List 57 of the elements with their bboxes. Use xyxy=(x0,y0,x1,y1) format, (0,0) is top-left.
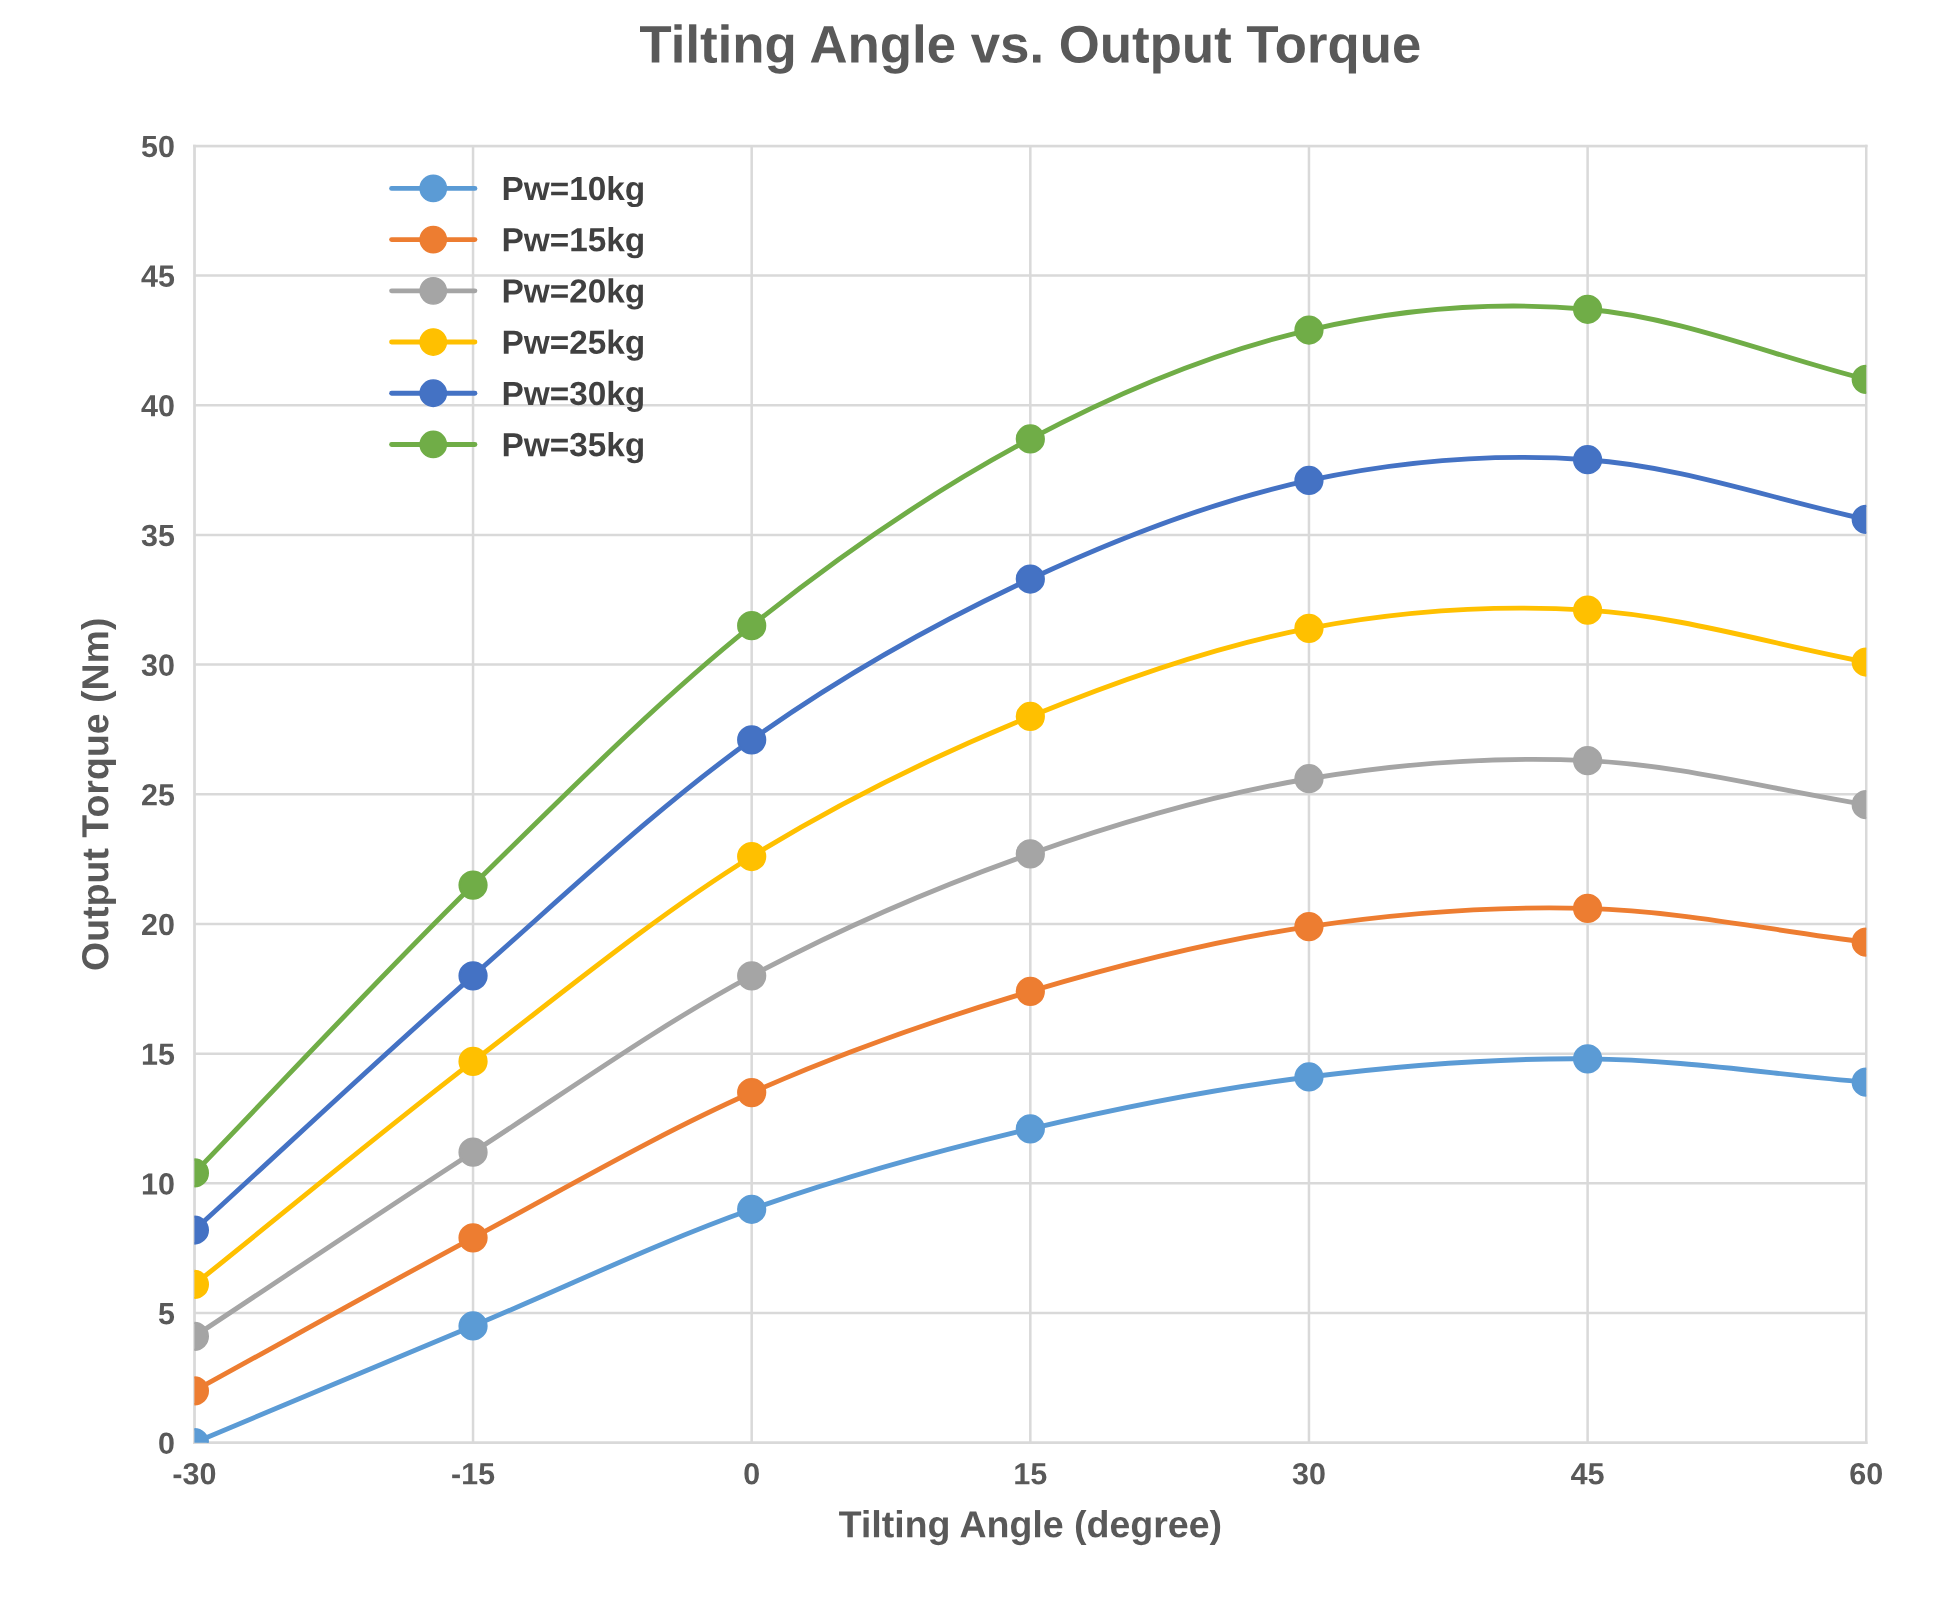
y-tick-label: 30 xyxy=(141,654,174,677)
y-tick-label: 10 xyxy=(142,1173,174,1195)
y-tick-label: 20 xyxy=(142,913,174,936)
point xyxy=(1572,294,1603,324)
chart-title: Tilting Angle vs. Output Torque xyxy=(640,24,1420,74)
x-tick-label: 0 xyxy=(744,1462,759,1485)
point xyxy=(458,1137,488,1167)
point xyxy=(1015,701,1045,732)
legend-label: Pw=30kg xyxy=(503,380,643,412)
point xyxy=(737,841,767,872)
point xyxy=(1294,1062,1324,1092)
point xyxy=(737,1077,767,1108)
point xyxy=(1294,911,1324,942)
point xyxy=(1572,595,1603,625)
point xyxy=(1294,465,1324,496)
y-tick-label: 15 xyxy=(142,1043,175,1066)
point xyxy=(737,1194,767,1224)
point xyxy=(737,961,767,991)
point xyxy=(1294,613,1324,643)
y-tick-label: 40 xyxy=(141,394,174,417)
point xyxy=(1015,424,1045,454)
point xyxy=(1572,445,1603,475)
x-axis-title: Tilting Angle (degree) xyxy=(839,1510,1221,1546)
legend-label: Pw=25kg xyxy=(503,329,643,361)
x-tick-label: 45 xyxy=(1571,1463,1604,1485)
point xyxy=(737,611,767,641)
x-tick-label: 30 xyxy=(1292,1462,1325,1485)
x-tick-label: 15 xyxy=(1015,1463,1047,1485)
y-tick-label: 50 xyxy=(141,135,174,158)
legend-label: Pw=35kg xyxy=(503,431,643,464)
point xyxy=(1015,1114,1045,1144)
point xyxy=(1294,764,1324,794)
legend-label: Pw=10kg xyxy=(503,175,643,208)
point xyxy=(1015,564,1045,594)
point xyxy=(1572,745,1603,776)
point xyxy=(1015,839,1045,869)
x-tick-label: -15 xyxy=(452,1463,495,1485)
point xyxy=(458,1223,488,1253)
point xyxy=(458,870,488,900)
y-tick-label: 45 xyxy=(141,265,175,287)
x-tick-label: -30 xyxy=(173,1462,216,1485)
point xyxy=(458,1046,488,1077)
point xyxy=(737,725,767,755)
legend-label: Pw=15kg xyxy=(503,227,643,259)
legend-label: Pw=20kg xyxy=(503,278,643,310)
x-tick-label: 60 xyxy=(1850,1462,1882,1485)
y-tick-label: 5 xyxy=(158,1303,175,1325)
point xyxy=(1015,976,1045,1007)
point xyxy=(1572,1044,1603,1074)
y-axis-title: Output Torque (Nm) xyxy=(81,619,116,970)
point xyxy=(1572,893,1603,924)
y-tick-label: 25 xyxy=(142,784,175,806)
point xyxy=(458,1311,488,1341)
y-tick-label: 35 xyxy=(141,524,175,547)
point xyxy=(458,961,488,991)
point xyxy=(1294,315,1324,345)
y-tick-label: 0 xyxy=(159,1432,174,1455)
